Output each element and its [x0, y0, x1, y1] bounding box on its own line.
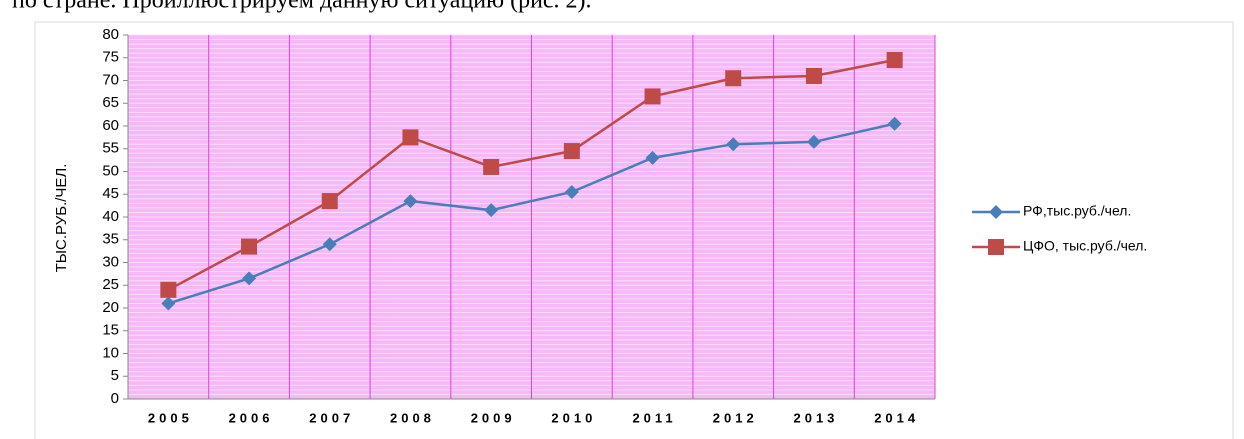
- y-tick-label: 30: [102, 253, 119, 270]
- x-tick-label: 2008: [390, 410, 435, 425]
- y-tick-label: 50: [102, 162, 119, 179]
- data-point: [321, 193, 338, 210]
- y-tick-label: 15: [102, 322, 119, 339]
- y-tick-label: 0: [111, 390, 119, 407]
- y-tick-label: 5: [111, 367, 119, 384]
- series-line: [167, 58, 895, 291]
- data-point: [886, 52, 903, 69]
- x-tick-label: 2007: [309, 410, 354, 425]
- data-point: [564, 184, 579, 199]
- y-axis-label: ТЫС.РУБ./ЧЕЛ.: [53, 164, 70, 273]
- data-point: [242, 271, 257, 286]
- y-tick-label: 10: [102, 344, 119, 361]
- y-tick-label: 65: [102, 94, 119, 111]
- legend-marker: [989, 205, 1003, 219]
- y-tick-label: 40: [102, 208, 119, 225]
- data-point: [402, 129, 419, 146]
- y-tick-label: 60: [102, 117, 119, 134]
- y-tick-label: 75: [102, 49, 119, 66]
- x-tick-label: 2009: [471, 410, 516, 425]
- legend-label: ЦФО, тыс.руб./чел.: [1023, 238, 1147, 254]
- data-point: [161, 296, 176, 311]
- data-point: [725, 70, 742, 87]
- x-tick-label: 2011: [632, 410, 676, 425]
- y-tick-label: 25: [102, 276, 119, 293]
- caption-text: по стране. Проиллюстрируем данную ситуац…: [12, 0, 592, 14]
- data-point: [484, 203, 499, 218]
- data-point: [322, 237, 337, 252]
- data-point: [887, 116, 902, 131]
- data-point: [805, 67, 822, 84]
- y-tick-label: 20: [102, 299, 119, 316]
- x-tick-label: 2012: [713, 410, 758, 425]
- y-tick-label: 35: [102, 231, 119, 248]
- data-point: [644, 88, 661, 105]
- y-tick-label: 55: [102, 140, 119, 157]
- data-point: [483, 158, 500, 175]
- x-tick-label: 2013: [793, 410, 838, 425]
- data-point: [403, 194, 418, 209]
- y-tick-label: 70: [102, 71, 119, 88]
- x-tick-label: 2014: [874, 410, 919, 425]
- legend-marker: [988, 239, 1004, 255]
- data-point: [160, 281, 177, 298]
- data-point: [806, 134, 821, 149]
- data-point: [645, 150, 660, 165]
- x-tick-label: 2006: [229, 410, 274, 425]
- legend-label: РФ,тыс.руб./чел.: [1023, 203, 1131, 219]
- x-tick-label: 2010: [551, 410, 596, 425]
- data-point: [563, 143, 580, 160]
- series-line: [167, 122, 895, 305]
- y-tick-label: 80: [102, 26, 119, 43]
- y-tick-label: 45: [102, 185, 119, 202]
- data-point: [241, 238, 258, 255]
- x-tick-label: 2005: [148, 410, 193, 425]
- data-point: [726, 137, 741, 152]
